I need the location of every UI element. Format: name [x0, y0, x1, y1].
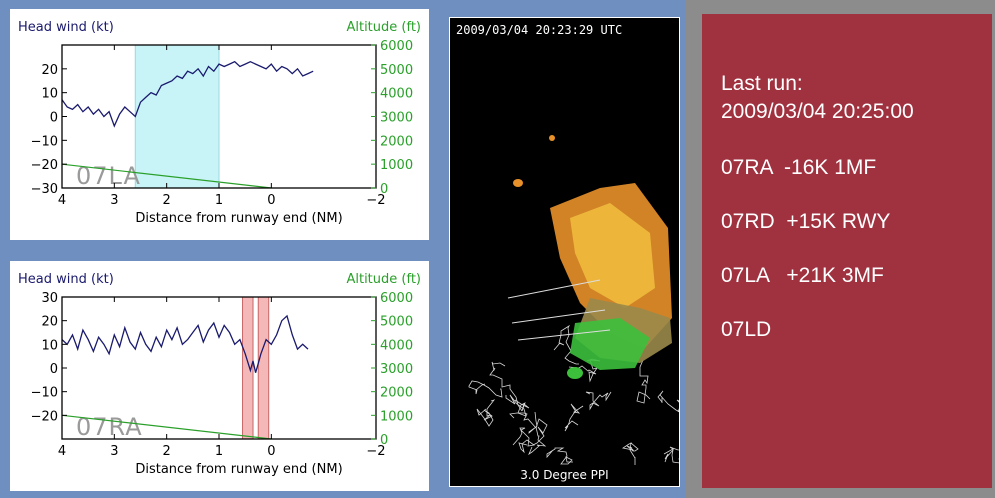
echo-green [570, 318, 650, 370]
terrain-contour [657, 390, 679, 413]
y-left-tick-label: 10 [41, 87, 58, 102]
altitude-series [61, 414, 272, 440]
y-left-tick-label: −20 [31, 158, 58, 173]
echo-green-cell [567, 367, 583, 379]
radar-timestamp: 2009/03/04 20:23:29 UTC [456, 23, 623, 37]
last-run-label: Last run: [721, 72, 803, 95]
terrain-contour [585, 391, 612, 411]
x-tick-label: 2 [163, 193, 171, 208]
x-tick-label: 0 [267, 193, 275, 208]
terrain-contour [512, 427, 536, 454]
terrain-contour [663, 446, 679, 464]
y-right-tick-label: 2000 [380, 386, 413, 401]
radar-ppi-panel: 2009/03/04 20:23:29 UTC 3.0 Degree PPI [449, 17, 680, 487]
terrain-contour [621, 442, 639, 465]
run-entry-07ld: 07LD [721, 318, 772, 341]
x-tick-label: −2 [366, 444, 385, 459]
left-axis-label: Head wind (kt) [18, 20, 114, 35]
y-right-tick-label: 3000 [380, 111, 413, 126]
y-left-tick-label: −30 [31, 182, 58, 197]
y-left-tick-label: −10 [31, 386, 58, 401]
y-right-tick-label: 3000 [380, 362, 413, 377]
y-right-tick-label: 6000 [380, 291, 413, 306]
right-axis-label: Altitude (ft) [346, 272, 421, 287]
x-tick-label: 4 [58, 444, 66, 459]
x-tick-label: 1 [215, 193, 223, 208]
y-right-tick-label: 5000 [380, 315, 413, 330]
y-right-tick-label: 1000 [380, 158, 413, 173]
approach-path [511, 309, 606, 324]
radar-caption: 3.0 Degree PPI [520, 468, 609, 482]
terrain-contour [489, 361, 523, 412]
y-right-tick-label: 4000 [380, 338, 413, 353]
runway-label: 07RA [76, 413, 143, 441]
run-entry-07la: 07LA +21K 3MF [721, 264, 884, 287]
left-axis-label: Head wind (kt) [18, 272, 114, 287]
x-tick-label: 4 [58, 193, 66, 208]
x-axis-label: Distance from runway end (NM) [135, 462, 342, 477]
y-right-tick-label: 4000 [380, 87, 413, 102]
y-left-tick-label: 10 [41, 338, 58, 353]
y-left-tick-label: −20 [31, 409, 58, 424]
status-panel: Last run: 2009/03/04 20:25:00 07RA -16K … [702, 14, 992, 488]
approach-path [517, 329, 611, 341]
terrain-contour [546, 447, 573, 465]
x-tick-label: 2 [163, 444, 171, 459]
terrain-contour [528, 411, 547, 456]
y-right-tick-label: 1000 [380, 409, 413, 424]
headwind-series [61, 60, 314, 128]
y-right-tick-label: 2000 [380, 134, 413, 149]
right-axis-label: Altitude (ft) [346, 20, 421, 35]
y-left-tick-label: 0 [50, 111, 58, 126]
y-right-tick-label: 0 [380, 433, 388, 448]
run-entry-07rd: 07RD +15K RWY [721, 210, 891, 233]
radar-image [468, 135, 679, 465]
terrain-contour [509, 412, 548, 446]
y-left-tick-label: 20 [41, 315, 58, 330]
y-right-tick-label: 6000 [380, 39, 413, 54]
last-run-time: 2009/03/04 20:25:00 [721, 100, 914, 123]
y-left-tick-label: −10 [31, 134, 58, 149]
x-tick-label: −2 [366, 193, 385, 208]
y-left-tick-label: 30 [41, 291, 58, 306]
y-right-tick-label: 5000 [380, 63, 413, 78]
headwind-chart-bottom: 07RA Head wind (kt) Altitude (ft) 4 3 2 1 0 −2 Di… [10, 261, 429, 491]
terrain-contour [553, 324, 579, 365]
y-left-tick-label: 0 [50, 362, 58, 377]
terrain-contour [636, 359, 651, 404]
y-right-tick-label: 0 [380, 182, 388, 197]
shaded-region [134, 44, 220, 189]
runway-label: 07LA [76, 162, 141, 190]
terrain-contour [564, 403, 584, 432]
echo-small [549, 135, 555, 141]
x-tick-label: 3 [110, 444, 118, 459]
headwind-chart-top: 07LA Head wind (kt) Altitude (ft) 4 3 2 1 0 −2 Di… [10, 9, 429, 240]
run-entry-07ra: 07RA -16K 1MF [721, 156, 877, 179]
echo-small [513, 179, 523, 187]
x-tick-label: 1 [215, 444, 223, 459]
x-axis-label: Distance from runway end (NM) [135, 211, 342, 226]
x-tick-label: 0 [267, 444, 275, 459]
y-left-tick-label: 20 [41, 63, 58, 78]
terrain-contour [476, 399, 496, 427]
approach-path [507, 279, 601, 299]
altitude-series [61, 163, 272, 189]
x-tick-label: 3 [110, 193, 118, 208]
headwind-series [61, 314, 309, 373]
shaded-region [257, 296, 270, 440]
terrain-contour [468, 380, 503, 398]
